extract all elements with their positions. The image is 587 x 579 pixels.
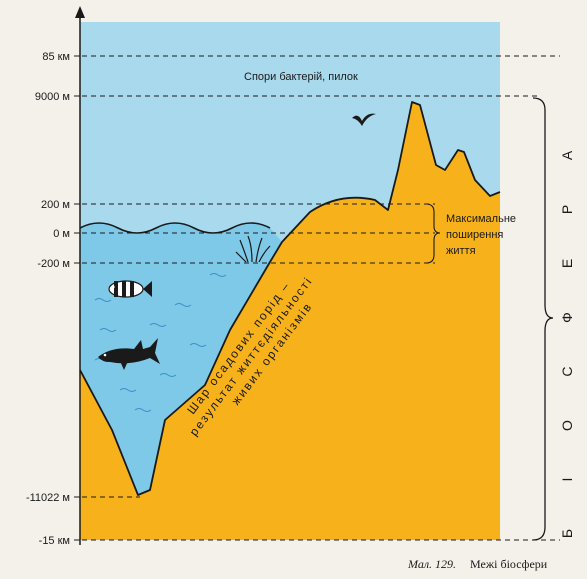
- shark-icon: [98, 338, 160, 370]
- land-mass: [80, 102, 500, 540]
- level-label-9000m: 9000 м: [35, 91, 70, 103]
- max-life-bracket: [425, 203, 441, 264]
- figure-caption: Межі біосфери: [470, 557, 548, 571]
- biosphere-letter: С: [559, 365, 575, 376]
- water-ripples: [94, 273, 227, 412]
- level-label-minus-11022m: -11022 м: [26, 492, 70, 504]
- biosphere-letter: Е: [559, 258, 575, 268]
- level-label-0m: 0 м: [53, 228, 70, 240]
- max-life-label-line-3: життя: [446, 245, 476, 257]
- biosphere-letter: Р: [559, 204, 575, 214]
- water-surface-wave: [79, 222, 271, 234]
- max-life-label-line-1: Максимальне: [446, 213, 516, 225]
- level-label-85km: 85 км: [42, 51, 70, 63]
- axis-arrow-icon: [75, 6, 85, 18]
- biosphere-letter: Б: [559, 528, 575, 538]
- level-label-minus-15km: -15 км: [39, 535, 70, 547]
- level-label-minus-200m: -200 м: [37, 258, 70, 270]
- biosphere-letter: І: [559, 477, 575, 482]
- figure-number: Мал. 129.: [407, 557, 456, 571]
- biosphere-letter: Ф: [559, 311, 575, 323]
- biosphere-letter: О: [559, 419, 575, 431]
- spores-label: Спори бактерій, пилок: [244, 71, 358, 83]
- bird-icon: [352, 113, 376, 126]
- level-lines: [74, 55, 560, 541]
- biosphere-brace: [532, 97, 554, 541]
- seaweed-icon: [235, 235, 271, 263]
- land-outline: [79, 101, 501, 496]
- biosphere-word: Б І О С Ф Е Р А: [559, 150, 575, 538]
- level-label-200m: 200 м: [41, 199, 70, 211]
- max-life-label-line-2: поширення: [446, 229, 503, 241]
- biosphere-letter: А: [559, 150, 575, 160]
- fish-icon: [108, 280, 152, 298]
